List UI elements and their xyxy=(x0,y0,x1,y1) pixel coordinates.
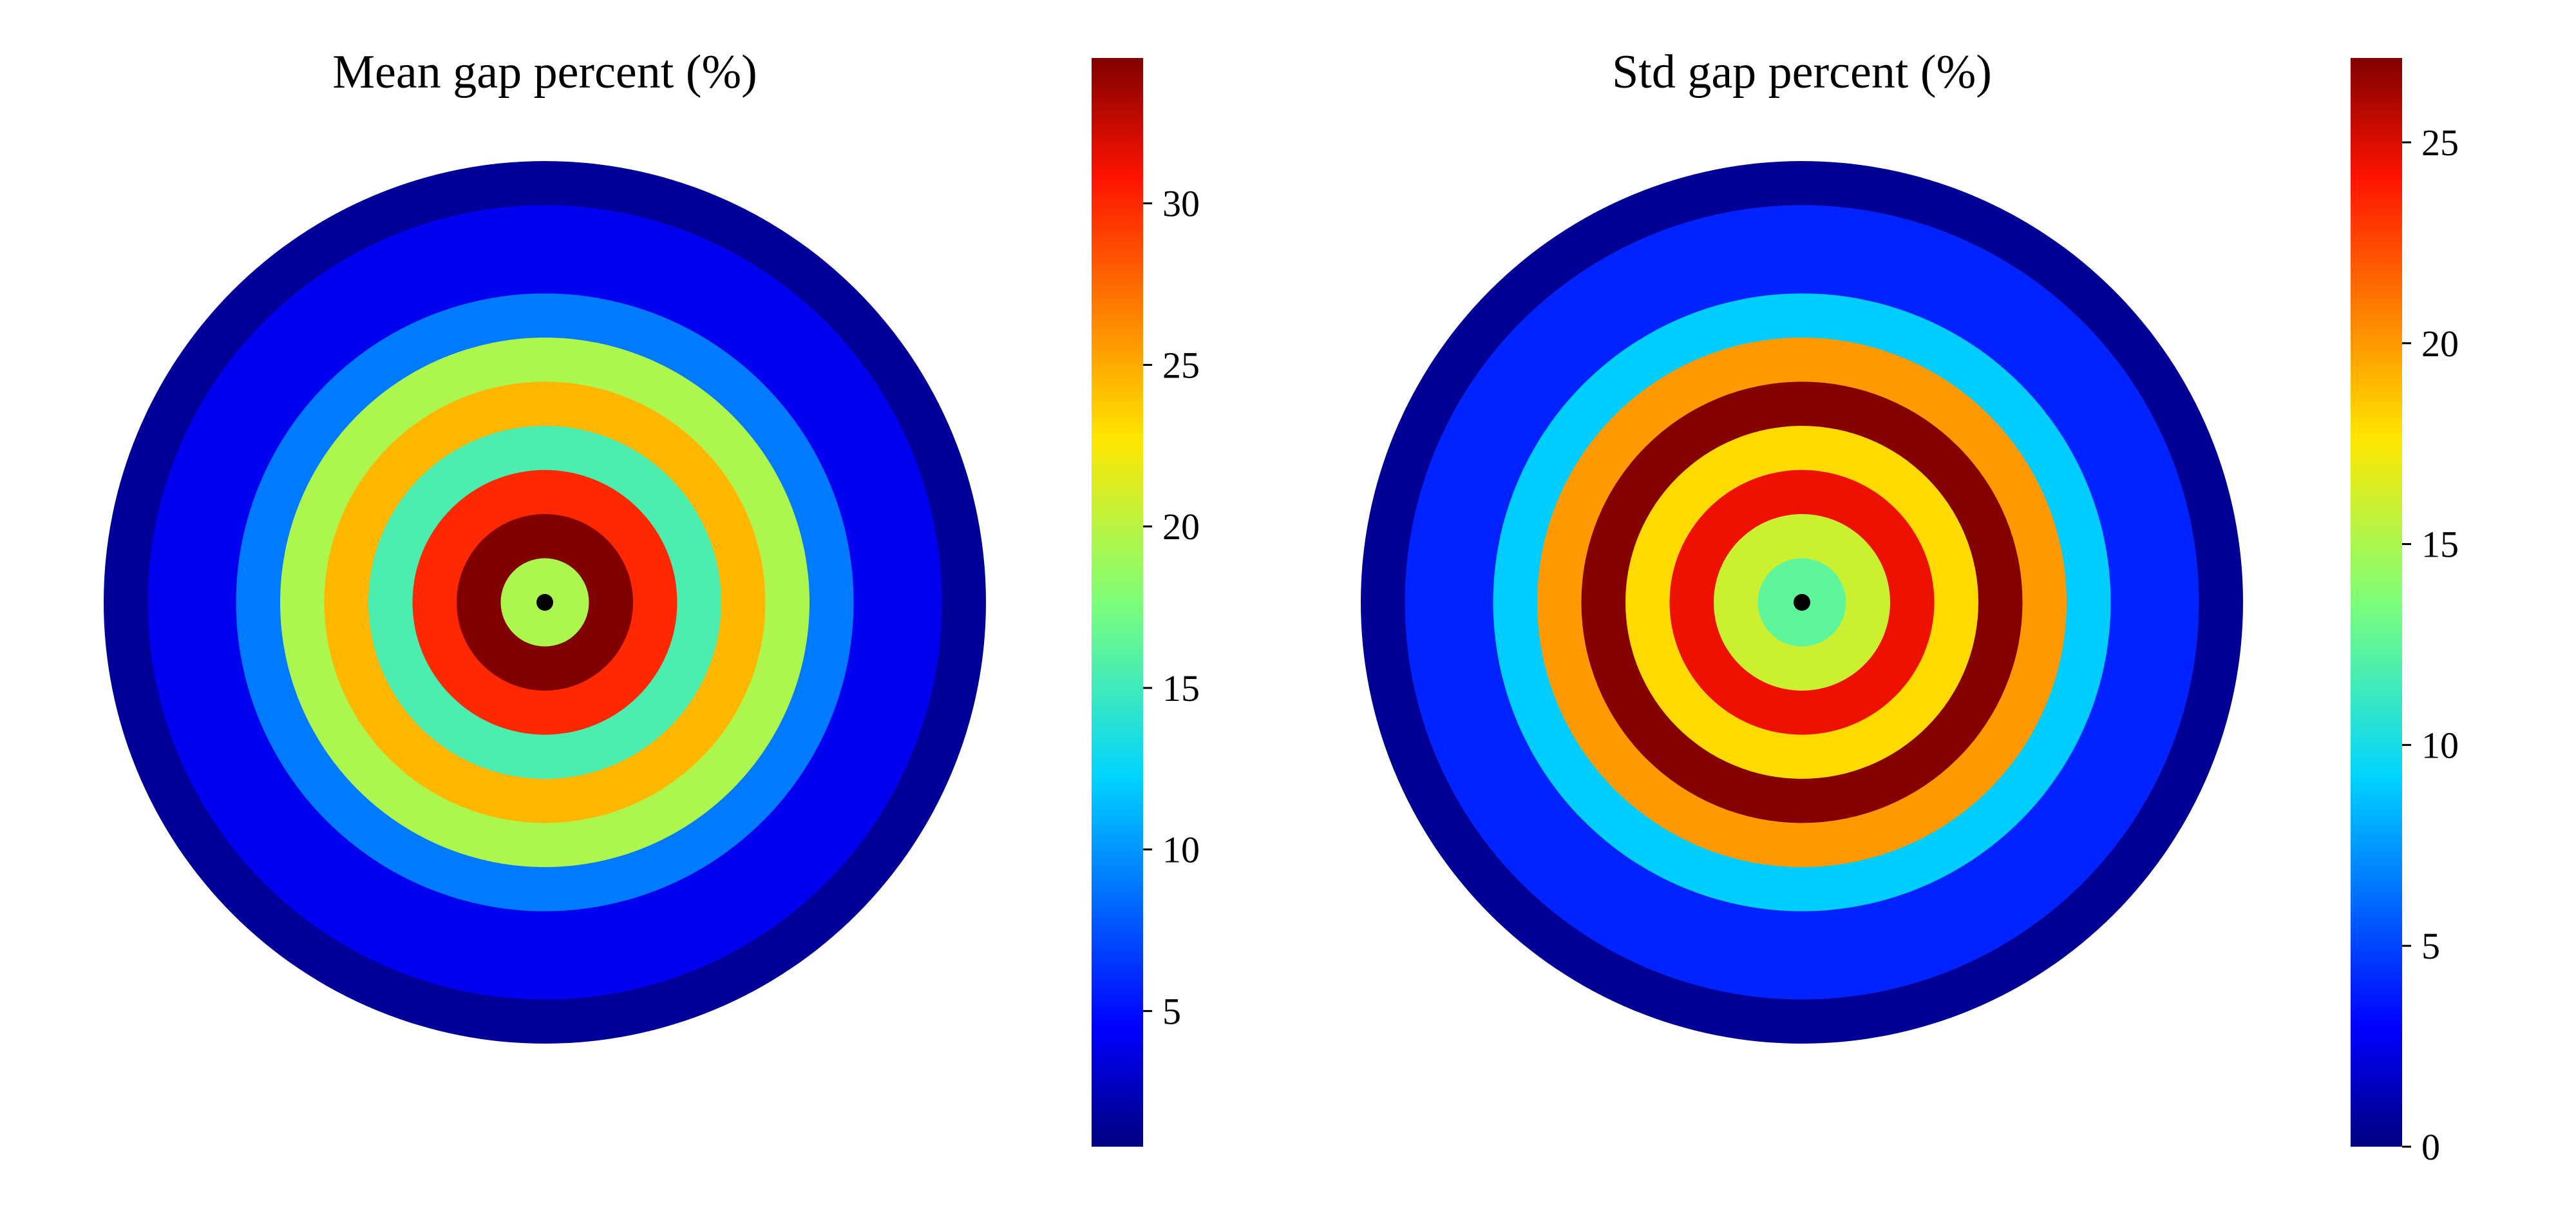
std-gap-title: Std gap percent (%) xyxy=(1612,46,1992,99)
center-marker xyxy=(1794,594,1810,611)
colorbar-tick-label: 25 xyxy=(2421,122,2459,164)
std-gap-colorbar-strip xyxy=(2351,58,2402,1147)
std-gap-panel: Std gap percent (%) 0 5 10 15 20 25 xyxy=(1361,46,2459,1168)
colorbar-tick-label: 25 xyxy=(1162,344,1200,386)
center-marker xyxy=(536,594,553,611)
colorbar-tick-label: 30 xyxy=(1162,183,1200,225)
colorbar-tick-label: 20 xyxy=(1162,506,1200,548)
colorbar-tick-label: 10 xyxy=(1162,829,1200,871)
mean-gap-ring-map xyxy=(104,161,986,1044)
std-gap-ring-map xyxy=(1361,161,2243,1044)
mean-gap-colorbar-ticks: 5 10 15 20 25 30 xyxy=(1143,183,1200,1032)
colorbar-tick-label: 15 xyxy=(1162,667,1200,709)
mean-gap-title: Mean gap percent (%) xyxy=(332,46,757,99)
colorbar-tick-label: 5 xyxy=(2421,925,2440,967)
colorbar-tick-label: 20 xyxy=(2421,323,2459,365)
colorbar-tick-label: 0 xyxy=(2421,1126,2440,1168)
std-gap-colorbar-ticks: 0 5 10 15 20 25 xyxy=(2402,122,2459,1168)
colorbar-tick-label: 10 xyxy=(2421,724,2459,766)
mean-gap-colorbar-strip xyxy=(1092,58,1143,1147)
colorbar-tick-label: 15 xyxy=(2421,524,2459,566)
mean-gap-colorbar: 5 10 15 20 25 30 xyxy=(1092,58,1200,1147)
colorbar-tick-label: 5 xyxy=(1162,990,1181,1032)
mean-gap-panel: Mean gap percent (%) 5 10 15 20 25 30 xyxy=(104,46,1200,1147)
std-gap-colorbar: 0 5 10 15 20 25 xyxy=(2351,58,2459,1168)
